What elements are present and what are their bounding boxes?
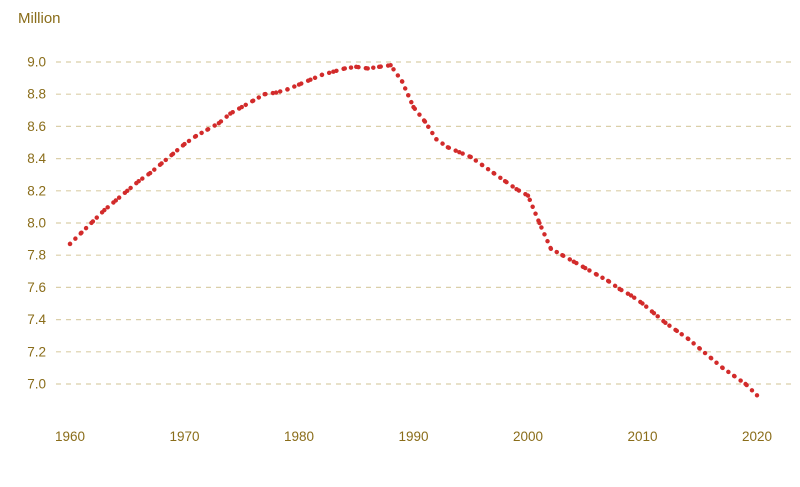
data-point [686, 336, 691, 342]
data-point [628, 293, 634, 298]
data-point [502, 178, 508, 184]
data-point [239, 104, 244, 110]
data-point [560, 253, 565, 258]
data-point [571, 259, 576, 264]
data-point [674, 328, 680, 334]
data-point [411, 104, 416, 110]
data-point [720, 365, 725, 371]
data-point [422, 119, 428, 124]
data-point [228, 111, 233, 116]
x-axis-tick-label: 2010 [627, 429, 657, 444]
data-point [79, 230, 84, 235]
y-axis-tick-label: 7.8 [27, 248, 46, 263]
x-axis-tick-label: 1970 [169, 429, 199, 444]
y-axis-tick-label: 7.4 [27, 312, 46, 327]
data-point [205, 127, 210, 132]
data-point [434, 137, 439, 142]
data-point [90, 219, 96, 224]
data-point [331, 69, 336, 74]
y-axis-tick-label: 8.4 [27, 151, 46, 166]
data-point [445, 145, 451, 150]
data-point [514, 186, 519, 192]
data-point [216, 120, 222, 126]
y-axis-tick-label: 7.0 [27, 377, 46, 392]
data-point [457, 149, 462, 155]
data-point [193, 133, 199, 139]
data-point [170, 151, 176, 156]
data-point [388, 63, 393, 68]
data-point [296, 82, 302, 87]
data-point [399, 79, 405, 84]
x-axis-tick-label: 1990 [398, 429, 428, 444]
data-point [663, 320, 668, 326]
data-point [640, 301, 645, 306]
data-point [125, 188, 130, 193]
data-point [262, 92, 267, 97]
x-axis-tick-label: 2020 [742, 429, 772, 444]
data-point [754, 393, 760, 398]
data-point [365, 66, 370, 71]
data-point [67, 241, 73, 247]
y-axis-tick-label: 7.2 [27, 344, 46, 359]
data-point [182, 141, 187, 147]
y-axis-tick-label: 8.0 [27, 216, 46, 231]
data-point [491, 170, 496, 176]
y-axis-unit-label: Million [18, 10, 61, 27]
data-point [594, 272, 599, 277]
data-point [743, 381, 748, 387]
data-point [251, 98, 256, 103]
data-point [147, 170, 153, 176]
data-point [525, 193, 531, 198]
data-point [319, 72, 325, 78]
x-axis-tick-label: 2000 [513, 429, 543, 444]
data-point [468, 154, 473, 160]
y-axis-tick-label: 9.0 [27, 55, 46, 70]
data-point [605, 278, 611, 284]
data-point [159, 161, 164, 166]
data-point [354, 64, 359, 70]
data-series-dotted-line [67, 63, 760, 398]
data-point [480, 162, 485, 168]
data-point [136, 178, 141, 184]
data-point [285, 87, 290, 92]
data-point [583, 265, 588, 271]
data-point [342, 66, 347, 71]
data-point [308, 77, 313, 82]
data-point [102, 207, 107, 213]
y-axis-tick-label: 8.8 [27, 87, 46, 102]
data-point [376, 64, 382, 70]
data-point [651, 310, 657, 316]
y-axis-tick-label: 8.2 [27, 183, 46, 198]
y-axis-tick-label: 7.6 [27, 280, 46, 295]
data-point [273, 90, 279, 95]
data-point [731, 373, 737, 379]
data-point [548, 246, 554, 251]
y-axis-tick-label: 8.6 [27, 119, 46, 134]
data-point [537, 220, 542, 226]
data-point [113, 198, 119, 203]
data-point [697, 346, 702, 351]
data-point [617, 286, 622, 292]
x-axis-tick-label: 1960 [55, 429, 85, 444]
data-point [709, 356, 714, 361]
x-axis-tick-label: 1980 [284, 429, 314, 444]
